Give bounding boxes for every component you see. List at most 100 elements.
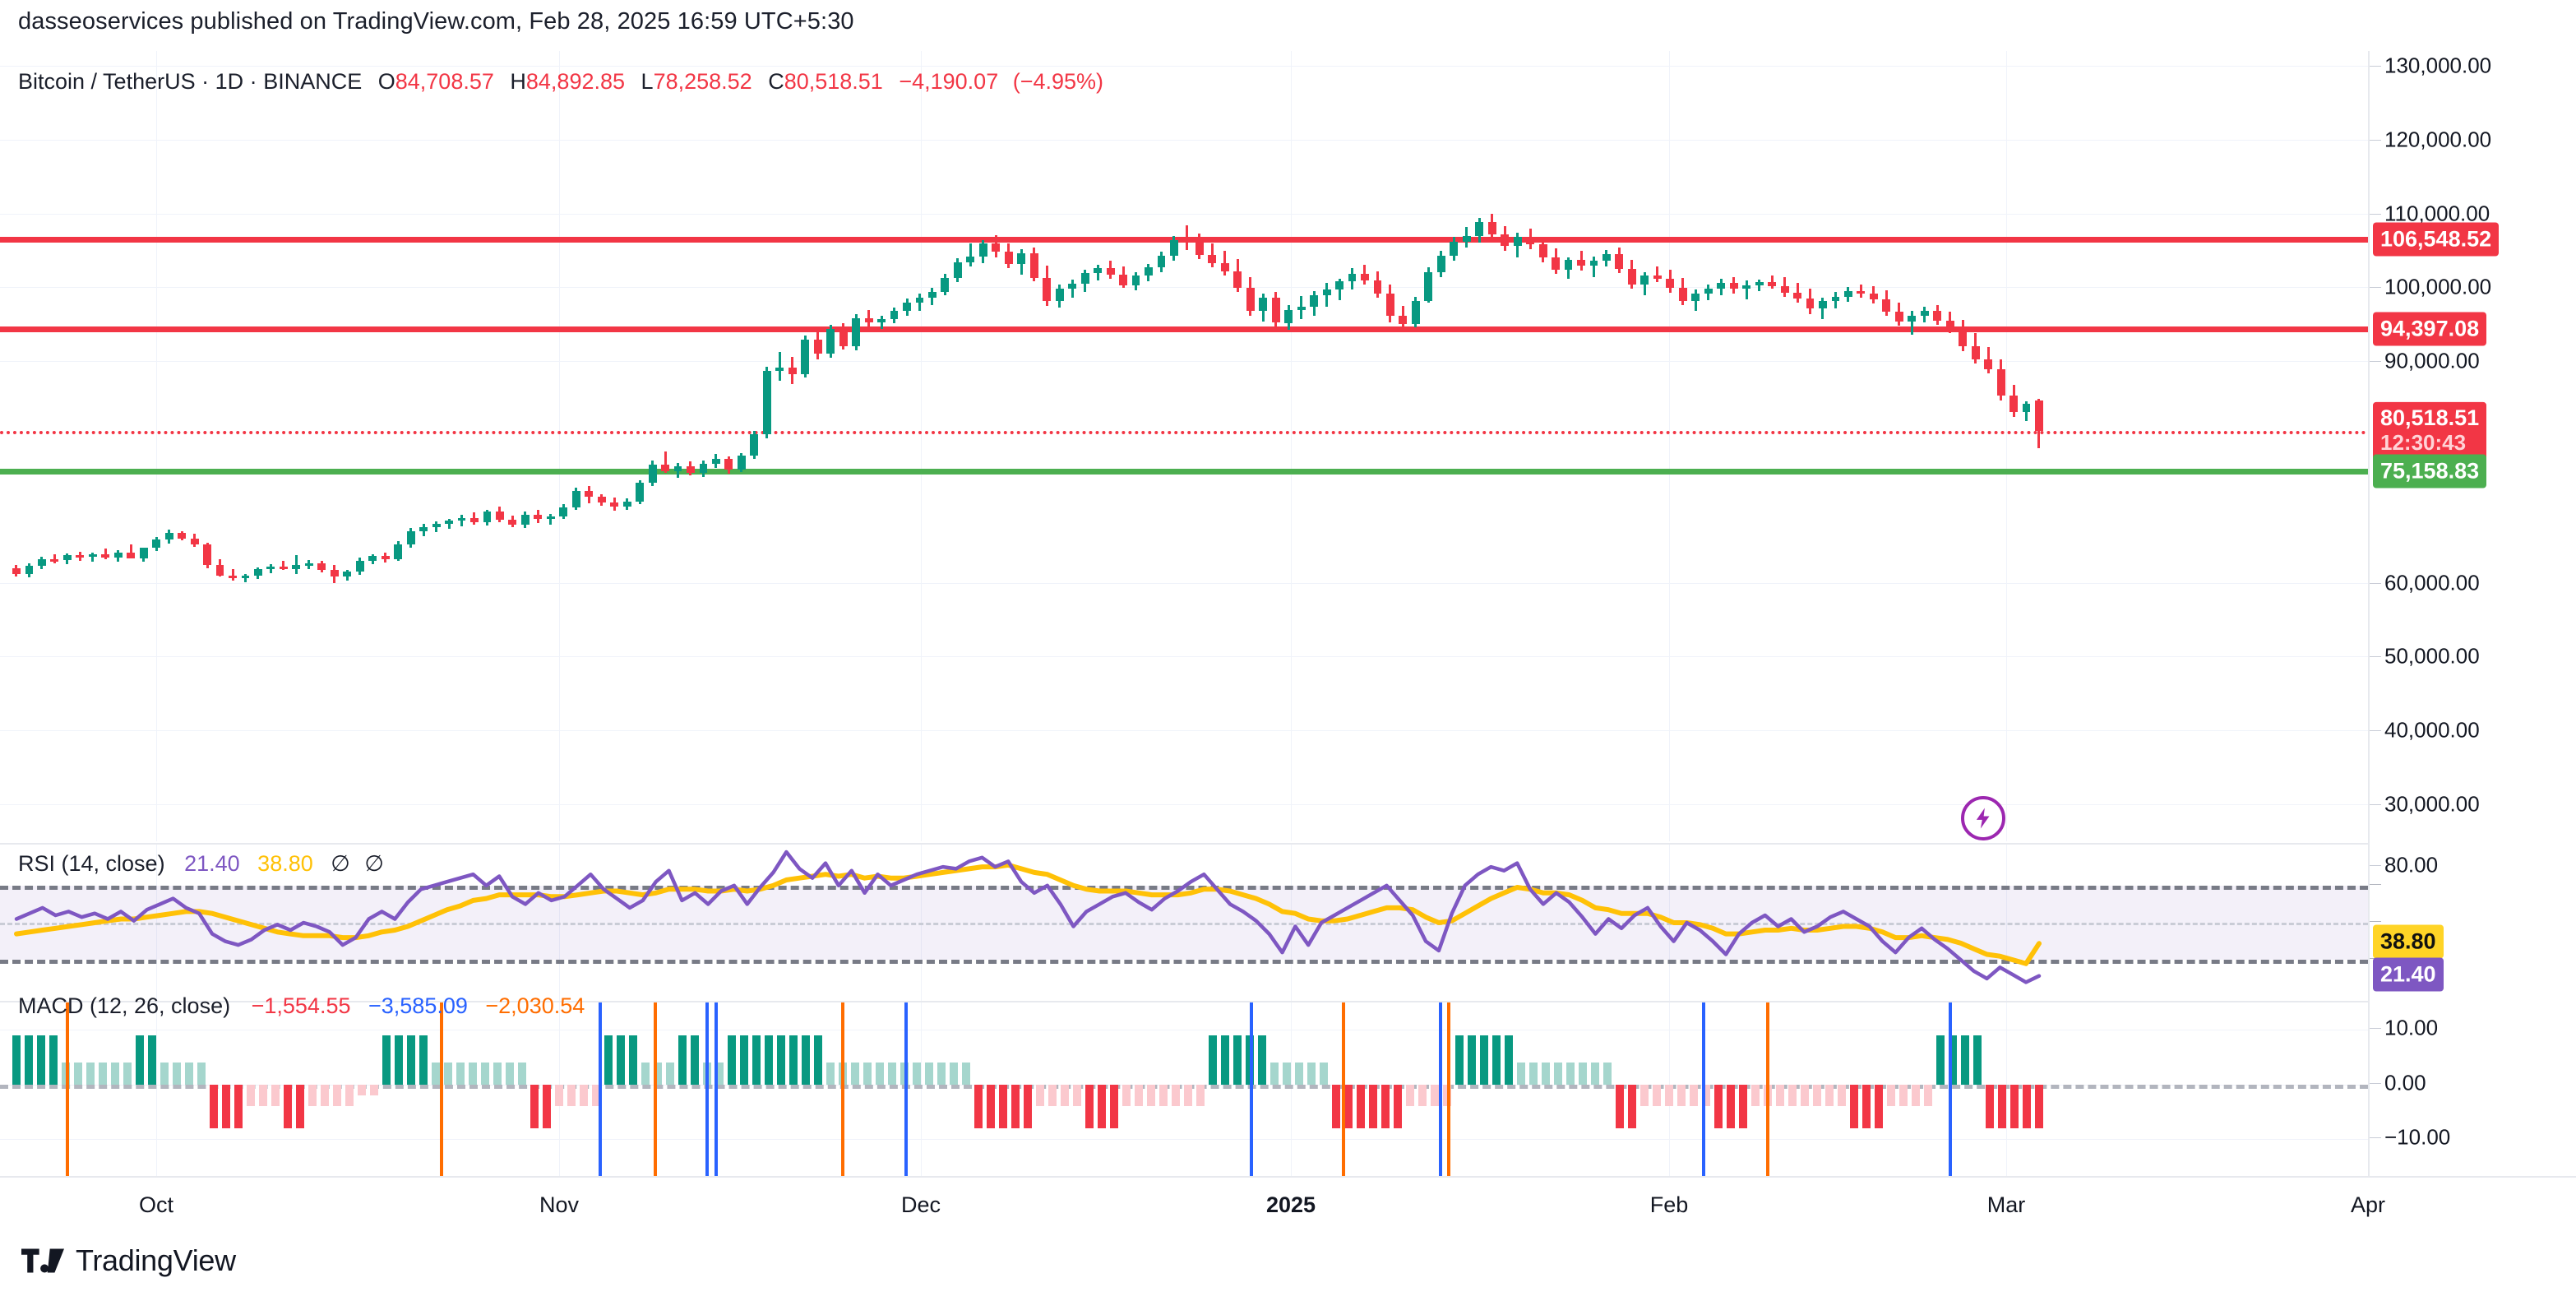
macd-pane[interactable] bbox=[0, 1001, 2368, 1178]
chart-area[interactable] bbox=[0, 51, 2368, 1178]
candle-body bbox=[711, 458, 720, 465]
macd-histogram-bar bbox=[1036, 1084, 1044, 1107]
candle-body bbox=[1729, 282, 1738, 289]
macd-title[interactable]: MACD (12, 26, close) bbox=[18, 993, 231, 1018]
candle bbox=[2035, 399, 2043, 448]
time-axis-label: Dec bbox=[900, 1192, 941, 1217]
macd-legend[interactable]: MACD (12, 26, close) −1,554.55 −3,585.09… bbox=[18, 993, 585, 1019]
vertical-gridline bbox=[1669, 51, 1670, 841]
lightning-bolt-icon[interactable] bbox=[1961, 796, 2005, 840]
candle bbox=[1640, 271, 1649, 296]
macd-line-segment bbox=[1250, 1002, 1253, 1178]
macd-histogram-bar bbox=[456, 1063, 465, 1085]
macd-histogram-bar bbox=[1196, 1084, 1205, 1107]
candle bbox=[1843, 286, 1852, 303]
candle-body bbox=[762, 370, 771, 435]
axis-tick bbox=[2370, 1082, 2381, 1084]
macd-histogram-bar bbox=[1122, 1084, 1131, 1107]
candle bbox=[241, 573, 250, 582]
ohlc-open-key: O bbox=[377, 69, 395, 94]
price-level-badge[interactable]: 106,548.52 bbox=[2373, 222, 2500, 257]
macd-histogram-bar bbox=[1628, 1084, 1636, 1129]
rsi-legend[interactable]: RSI (14, close) 21.40 38.80 ∅ ∅ bbox=[18, 851, 384, 877]
axis-tick bbox=[2370, 1137, 2381, 1139]
candle-body bbox=[2022, 404, 2031, 413]
candle-body bbox=[1653, 275, 1662, 279]
candle bbox=[1755, 279, 1764, 291]
candle-body bbox=[826, 328, 835, 354]
candle bbox=[762, 367, 771, 438]
macd-histogram-bar bbox=[974, 1084, 983, 1129]
price-legend[interactable]: Bitcoin / TetherUS · 1D · BINANCE O84,70… bbox=[18, 69, 1103, 95]
macd-histogram-bar bbox=[1406, 1084, 1414, 1107]
macd-histogram-bar bbox=[74, 1063, 82, 1085]
candle bbox=[1742, 280, 1751, 299]
rsi-level-30 bbox=[0, 960, 2368, 965]
resistance-line-1[interactable] bbox=[0, 236, 2368, 243]
candle-body bbox=[648, 464, 657, 484]
candle bbox=[1627, 260, 1636, 289]
candle bbox=[788, 356, 797, 385]
macd-histogram-bar bbox=[395, 1035, 403, 1085]
candle bbox=[1806, 289, 1815, 314]
support-line[interactable] bbox=[0, 468, 2368, 475]
current-price-badge[interactable]: 80,518.51 12:30:43 bbox=[2373, 402, 2487, 461]
candle-body bbox=[661, 464, 669, 472]
candle-body bbox=[25, 565, 34, 574]
candle bbox=[317, 560, 326, 573]
time-axis[interactable]: Oct Nov Dec 2025 Feb Mar Apr bbox=[0, 1176, 2576, 1235]
candle-body bbox=[1552, 257, 1560, 270]
candle-body bbox=[164, 532, 173, 539]
macd-histogram-bar bbox=[1172, 1084, 1180, 1107]
candle-body bbox=[585, 491, 594, 498]
price-level-badge[interactable]: 94,397.08 bbox=[2373, 312, 2487, 346]
rsi-pane[interactable] bbox=[0, 843, 2368, 1001]
candle-body bbox=[687, 465, 695, 473]
ohlc-open-value: 84,708.57 bbox=[395, 69, 494, 94]
rsi-ma-badge[interactable]: 38.80 bbox=[2373, 924, 2444, 959]
candle bbox=[1552, 248, 1560, 275]
macd-histogram-bar bbox=[99, 1063, 107, 1085]
symbol-label[interactable]: Bitcoin / TetherUS bbox=[18, 69, 196, 94]
macd-axis-label: 0.00 bbox=[2384, 1070, 2426, 1095]
candle bbox=[1831, 291, 1840, 308]
candle bbox=[62, 553, 72, 565]
macd-histogram-bar bbox=[1591, 1063, 1599, 1085]
candle bbox=[483, 509, 492, 526]
candle-body bbox=[1195, 242, 1204, 255]
candle-body bbox=[1857, 290, 1866, 294]
price-pane[interactable] bbox=[0, 51, 2368, 841]
candle-body bbox=[483, 512, 492, 522]
candle bbox=[1361, 264, 1369, 285]
tradingview-footer-logo[interactable]: TradingView bbox=[21, 1243, 236, 1278]
price-axis[interactable]: 130,000.00 120,000.00 110,000.00 100,000.00… bbox=[2368, 51, 2576, 1176]
candle bbox=[941, 274, 950, 296]
candle-wick bbox=[282, 560, 285, 571]
candle bbox=[190, 534, 199, 547]
macd-signal-segment bbox=[1342, 1002, 1345, 1178]
macd-histogram-bar bbox=[432, 1063, 440, 1085]
candle-body bbox=[1271, 297, 1280, 323]
macd-histogram-bar bbox=[567, 1084, 576, 1107]
candle bbox=[113, 550, 123, 563]
candle-body bbox=[801, 340, 810, 375]
price-level-badge[interactable]: 75,158.83 bbox=[2373, 454, 2487, 488]
macd-histogram-bar bbox=[654, 1063, 662, 1085]
rsi-title[interactable]: RSI (14, close) bbox=[18, 851, 165, 876]
interval-label[interactable]: 1D bbox=[215, 69, 244, 94]
axis-tick bbox=[2370, 1028, 2381, 1030]
macd-histogram-bar bbox=[1949, 1035, 1957, 1085]
candle-wick bbox=[778, 352, 781, 381]
resistance-line-2[interactable] bbox=[0, 326, 2368, 332]
candle-body bbox=[636, 483, 645, 502]
candle bbox=[520, 512, 530, 529]
macd-histogram-bar bbox=[1098, 1084, 1106, 1129]
candle-body bbox=[890, 311, 899, 319]
rsi-value-badge[interactable]: 21.40 bbox=[2373, 957, 2444, 992]
candle-body bbox=[1043, 277, 1052, 302]
macd-histogram-bar bbox=[913, 1063, 921, 1085]
candle-body bbox=[737, 456, 746, 470]
candle-wick bbox=[460, 515, 463, 527]
macd-histogram-bar bbox=[1381, 1084, 1390, 1129]
candle-body bbox=[534, 515, 543, 520]
